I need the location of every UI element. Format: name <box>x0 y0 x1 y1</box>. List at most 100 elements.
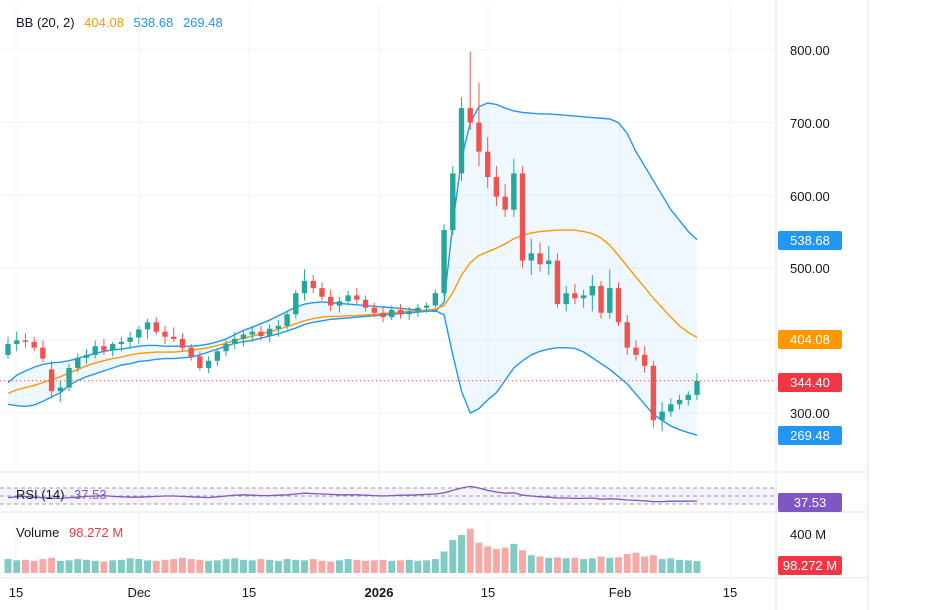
volume-bar <box>170 559 178 573</box>
volume-bar <box>283 559 291 573</box>
volume-bar <box>615 557 622 573</box>
candle-body <box>484 151 491 178</box>
candle-body <box>554 260 561 305</box>
rsi-pane[interactable] <box>0 485 775 505</box>
volume-bar <box>39 559 47 573</box>
volume-bar <box>649 555 657 573</box>
candle-body <box>48 369 55 392</box>
volume-bar <box>562 558 570 573</box>
candle-body <box>40 347 46 359</box>
time-tick-15-nov: 15 <box>8 585 24 600</box>
candle-body <box>397 309 404 315</box>
time-tick-feb: Feb <box>608 585 632 600</box>
candle-body <box>310 280 316 289</box>
volume-bar <box>187 559 195 573</box>
candle-body <box>432 293 439 306</box>
volume-bar <box>109 560 117 573</box>
candle-body <box>467 108 473 123</box>
volume-bar <box>13 560 21 573</box>
candle-body <box>607 288 613 313</box>
candle-body <box>22 340 29 342</box>
volume-bar <box>553 557 561 573</box>
candle-body <box>659 411 665 421</box>
candle-body <box>109 344 116 351</box>
volume-bar <box>449 540 457 573</box>
volume-bar <box>4 559 12 573</box>
candle-body <box>336 301 343 306</box>
pane-dividers[interactable] <box>0 0 869 610</box>
candle-body <box>127 337 133 342</box>
volume-bar <box>48 557 56 573</box>
volume-pane[interactable] <box>4 528 701 573</box>
candle-body <box>136 329 142 338</box>
candle-body <box>476 122 482 152</box>
bb-legend-basis: 404.08 <box>84 15 124 30</box>
time-tick-15-dec: 15 <box>241 585 257 600</box>
volume-bar <box>405 559 413 573</box>
volume-bar <box>135 559 143 573</box>
candle-body <box>223 344 229 352</box>
volume-bar <box>588 558 596 573</box>
candle-body <box>362 299 369 308</box>
volume-bar <box>266 559 274 573</box>
volume-bar <box>292 559 300 573</box>
volume-bar <box>231 558 239 573</box>
volume-bar <box>222 559 230 573</box>
bollinger-band-lines <box>7 102 698 436</box>
bb-fill-area <box>8 102 697 436</box>
rsi-legend[interactable]: RSI (14) 37.53 <box>16 487 113 502</box>
volume-bar <box>466 528 474 573</box>
volume-bar <box>335 560 343 573</box>
candle-body <box>694 380 700 395</box>
volume-bar <box>458 535 466 573</box>
volume-bar <box>388 560 396 573</box>
candle-body <box>240 334 247 339</box>
candle-body <box>668 404 674 412</box>
volume-bar <box>423 560 431 573</box>
candle-body <box>162 331 168 337</box>
candle-body <box>232 338 238 345</box>
candle-body <box>319 288 325 297</box>
bb-legend-upper: 538.68 <box>133 15 174 30</box>
candle-body <box>441 230 447 294</box>
candle-body <box>153 322 159 332</box>
volume-bar <box>641 556 649 573</box>
candle-body <box>249 331 255 335</box>
candlestick-series[interactable] <box>5 51 700 432</box>
volume-bar <box>492 548 500 573</box>
bb-legend[interactable]: BB (20, 2) 404.08 538.68 269.48 <box>16 15 229 30</box>
volume-bar <box>510 543 518 573</box>
bb-basis-line <box>7 229 698 395</box>
volume-bar <box>484 546 492 573</box>
candle-body <box>75 357 81 368</box>
candle-body <box>275 325 282 329</box>
candle-body <box>493 177 500 197</box>
bb-upper-tag: 538.68 <box>778 231 842 250</box>
candle-body <box>171 336 177 339</box>
volume-legend[interactable]: Volume 98.272 M <box>16 525 129 540</box>
volume-bar <box>667 558 675 573</box>
price-tick-500: 500.00 <box>790 261 830 276</box>
candle-body <box>450 173 456 231</box>
candle-body <box>633 347 639 355</box>
volume-bar <box>83 559 90 573</box>
candle-body <box>615 288 622 323</box>
candle-body <box>197 356 203 368</box>
volume-bar <box>274 560 282 573</box>
volume-bar <box>658 559 666 573</box>
volume-bar <box>344 559 352 573</box>
candle-body <box>5 344 11 355</box>
price-tick-300: 300.00 <box>790 406 830 421</box>
candle-body <box>519 173 526 261</box>
volume-bar <box>65 560 73 573</box>
volume-bar <box>144 560 152 573</box>
volume-bar <box>676 559 684 573</box>
volume-bar <box>196 559 204 573</box>
candle-body <box>537 253 543 265</box>
candle-body <box>641 354 648 366</box>
candle-body <box>589 285 596 296</box>
candle-body <box>57 387 64 392</box>
volume-bar <box>56 560 64 573</box>
candle-body <box>258 331 264 337</box>
